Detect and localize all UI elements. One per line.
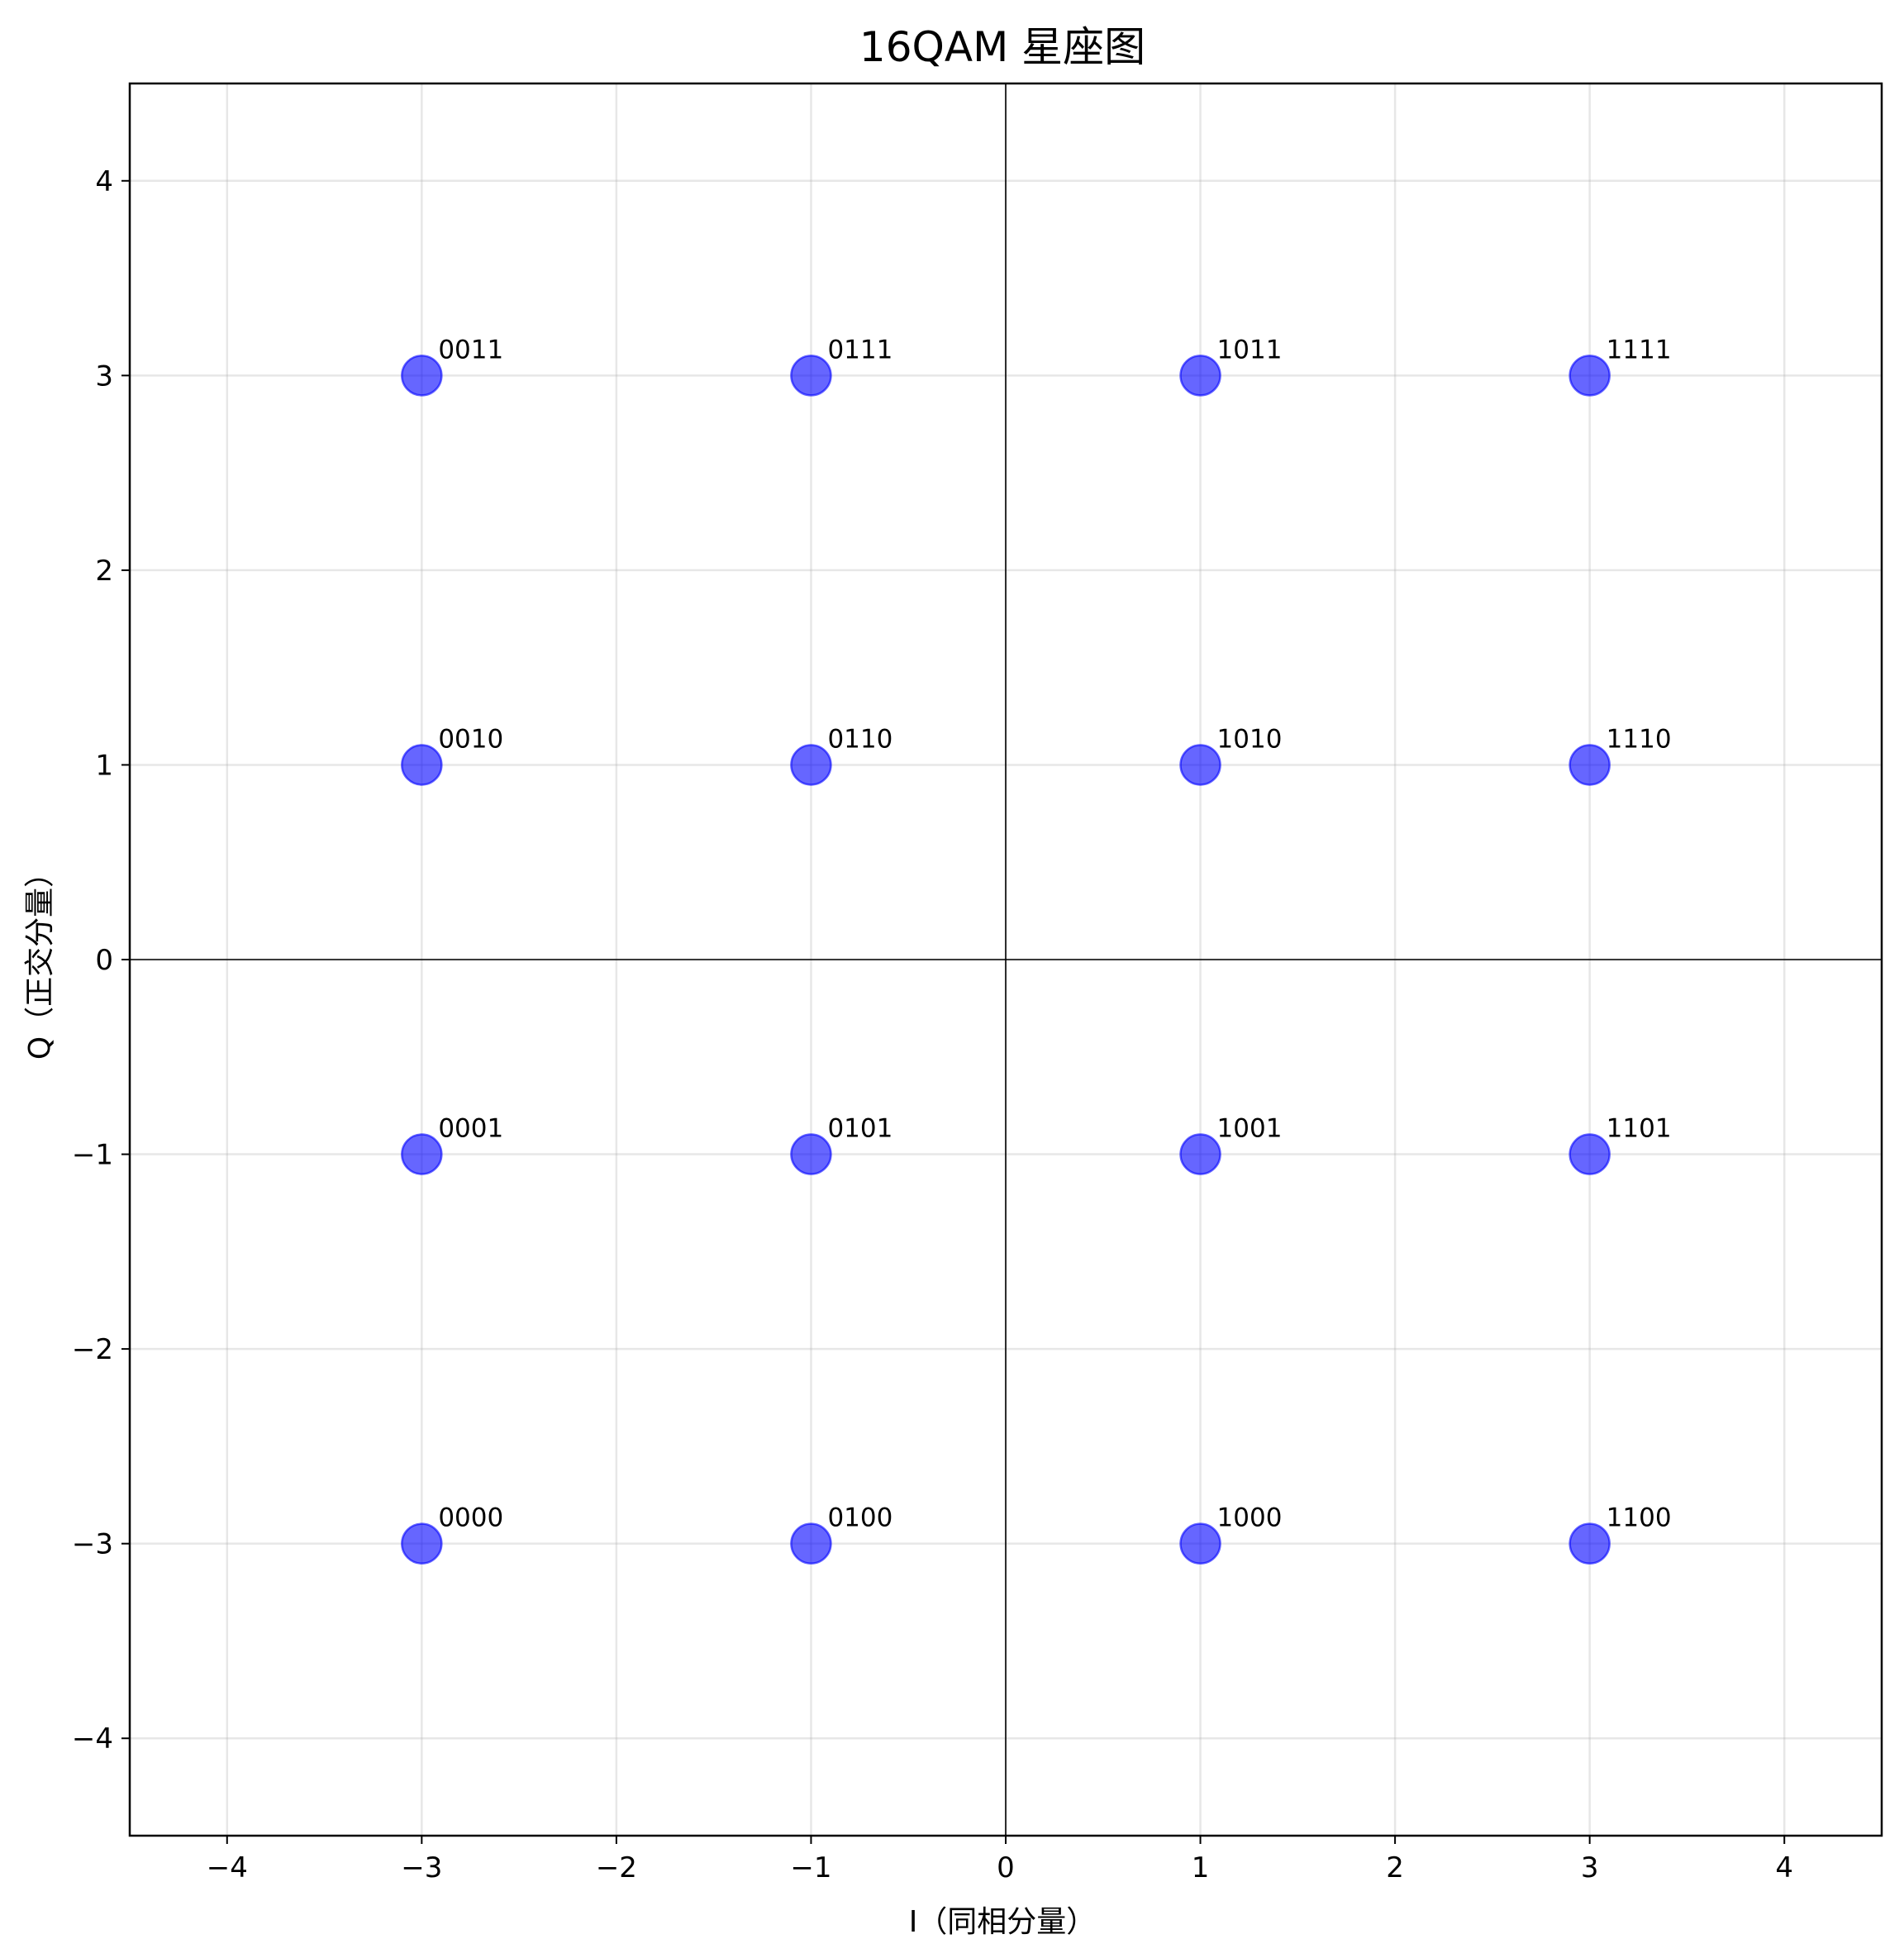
constellation-point — [790, 744, 832, 786]
y-tick-label: −3 — [72, 1528, 113, 1561]
y-tick-label: −1 — [72, 1139, 113, 1172]
y-tick-label: 2 — [95, 555, 113, 588]
x-tick-label: −1 — [790, 1851, 831, 1884]
point-label: 1000 — [1217, 1503, 1283, 1533]
x-tick-label: 2 — [1386, 1851, 1404, 1884]
y-tick-label: −4 — [72, 1722, 113, 1756]
constellation-point — [1568, 355, 1611, 397]
constellation-point — [790, 1133, 832, 1175]
point-label: 0001 — [438, 1114, 503, 1144]
chart-title: 16QAM 星座图 — [859, 23, 1145, 71]
constellation-points — [401, 355, 1611, 1565]
point-label: 0011 — [438, 335, 503, 364]
x-tick-label: −2 — [596, 1851, 637, 1884]
constellation-point — [790, 355, 832, 397]
point-label: 0101 — [827, 1114, 892, 1144]
x-tick-label: −3 — [401, 1851, 442, 1884]
x-tick-label: −4 — [207, 1851, 248, 1884]
x-tick-label: 3 — [1581, 1851, 1599, 1884]
constellation-point — [401, 355, 443, 397]
x-tick-label: 1 — [1192, 1851, 1210, 1884]
x-tick-labels: −4 −3 −2 −1 0 1 2 3 4 — [207, 1851, 1793, 1884]
zero-axis-lines — [130, 83, 1882, 1836]
point-labels: 0011 0111 1011 1111 0010 0110 1010 1110 0001 0101… — [438, 335, 1671, 1532]
point-label: 1101 — [1606, 1114, 1672, 1144]
constellation-point — [1568, 1133, 1611, 1175]
point-label: 1010 — [1217, 724, 1283, 754]
constellation-point — [401, 744, 443, 786]
x-tick-label: 4 — [1775, 1851, 1793, 1884]
point-label: 0000 — [438, 1503, 503, 1533]
constellation-point — [401, 1522, 443, 1565]
constellation-point — [790, 1522, 832, 1565]
point-label: 1110 — [1606, 724, 1672, 754]
point-label: 0010 — [438, 724, 503, 754]
y-tick-labels: −4 −3 −2 −1 0 1 2 3 4 — [72, 165, 113, 1756]
constellation-point — [1179, 1133, 1221, 1175]
constellation-point — [401, 1133, 443, 1175]
point-label: 1100 — [1606, 1503, 1672, 1533]
constellation-point — [1568, 1522, 1611, 1565]
constellation-point — [1568, 744, 1611, 786]
point-label: 0111 — [827, 335, 892, 364]
y-axis-label: Q（正交分量） — [23, 858, 57, 1060]
y-tick-label: 1 — [95, 749, 113, 782]
tick-marks — [121, 179, 1786, 1844]
constellation-point — [1179, 1522, 1221, 1565]
point-label: 1001 — [1217, 1114, 1283, 1144]
x-axis-label: I（同相分量） — [909, 1905, 1097, 1939]
y-tick-label: −2 — [72, 1333, 113, 1366]
point-label: 0100 — [827, 1503, 892, 1533]
y-tick-label: 4 — [95, 165, 113, 198]
point-label: 0110 — [827, 724, 892, 754]
constellation-point — [1179, 744, 1221, 786]
point-label: 1111 — [1606, 335, 1672, 364]
y-tick-label: 0 — [95, 944, 113, 977]
y-tick-label: 3 — [95, 360, 113, 393]
point-label: 1011 — [1217, 335, 1283, 364]
constellation-point — [1179, 355, 1221, 397]
x-tick-label: 0 — [997, 1851, 1015, 1884]
